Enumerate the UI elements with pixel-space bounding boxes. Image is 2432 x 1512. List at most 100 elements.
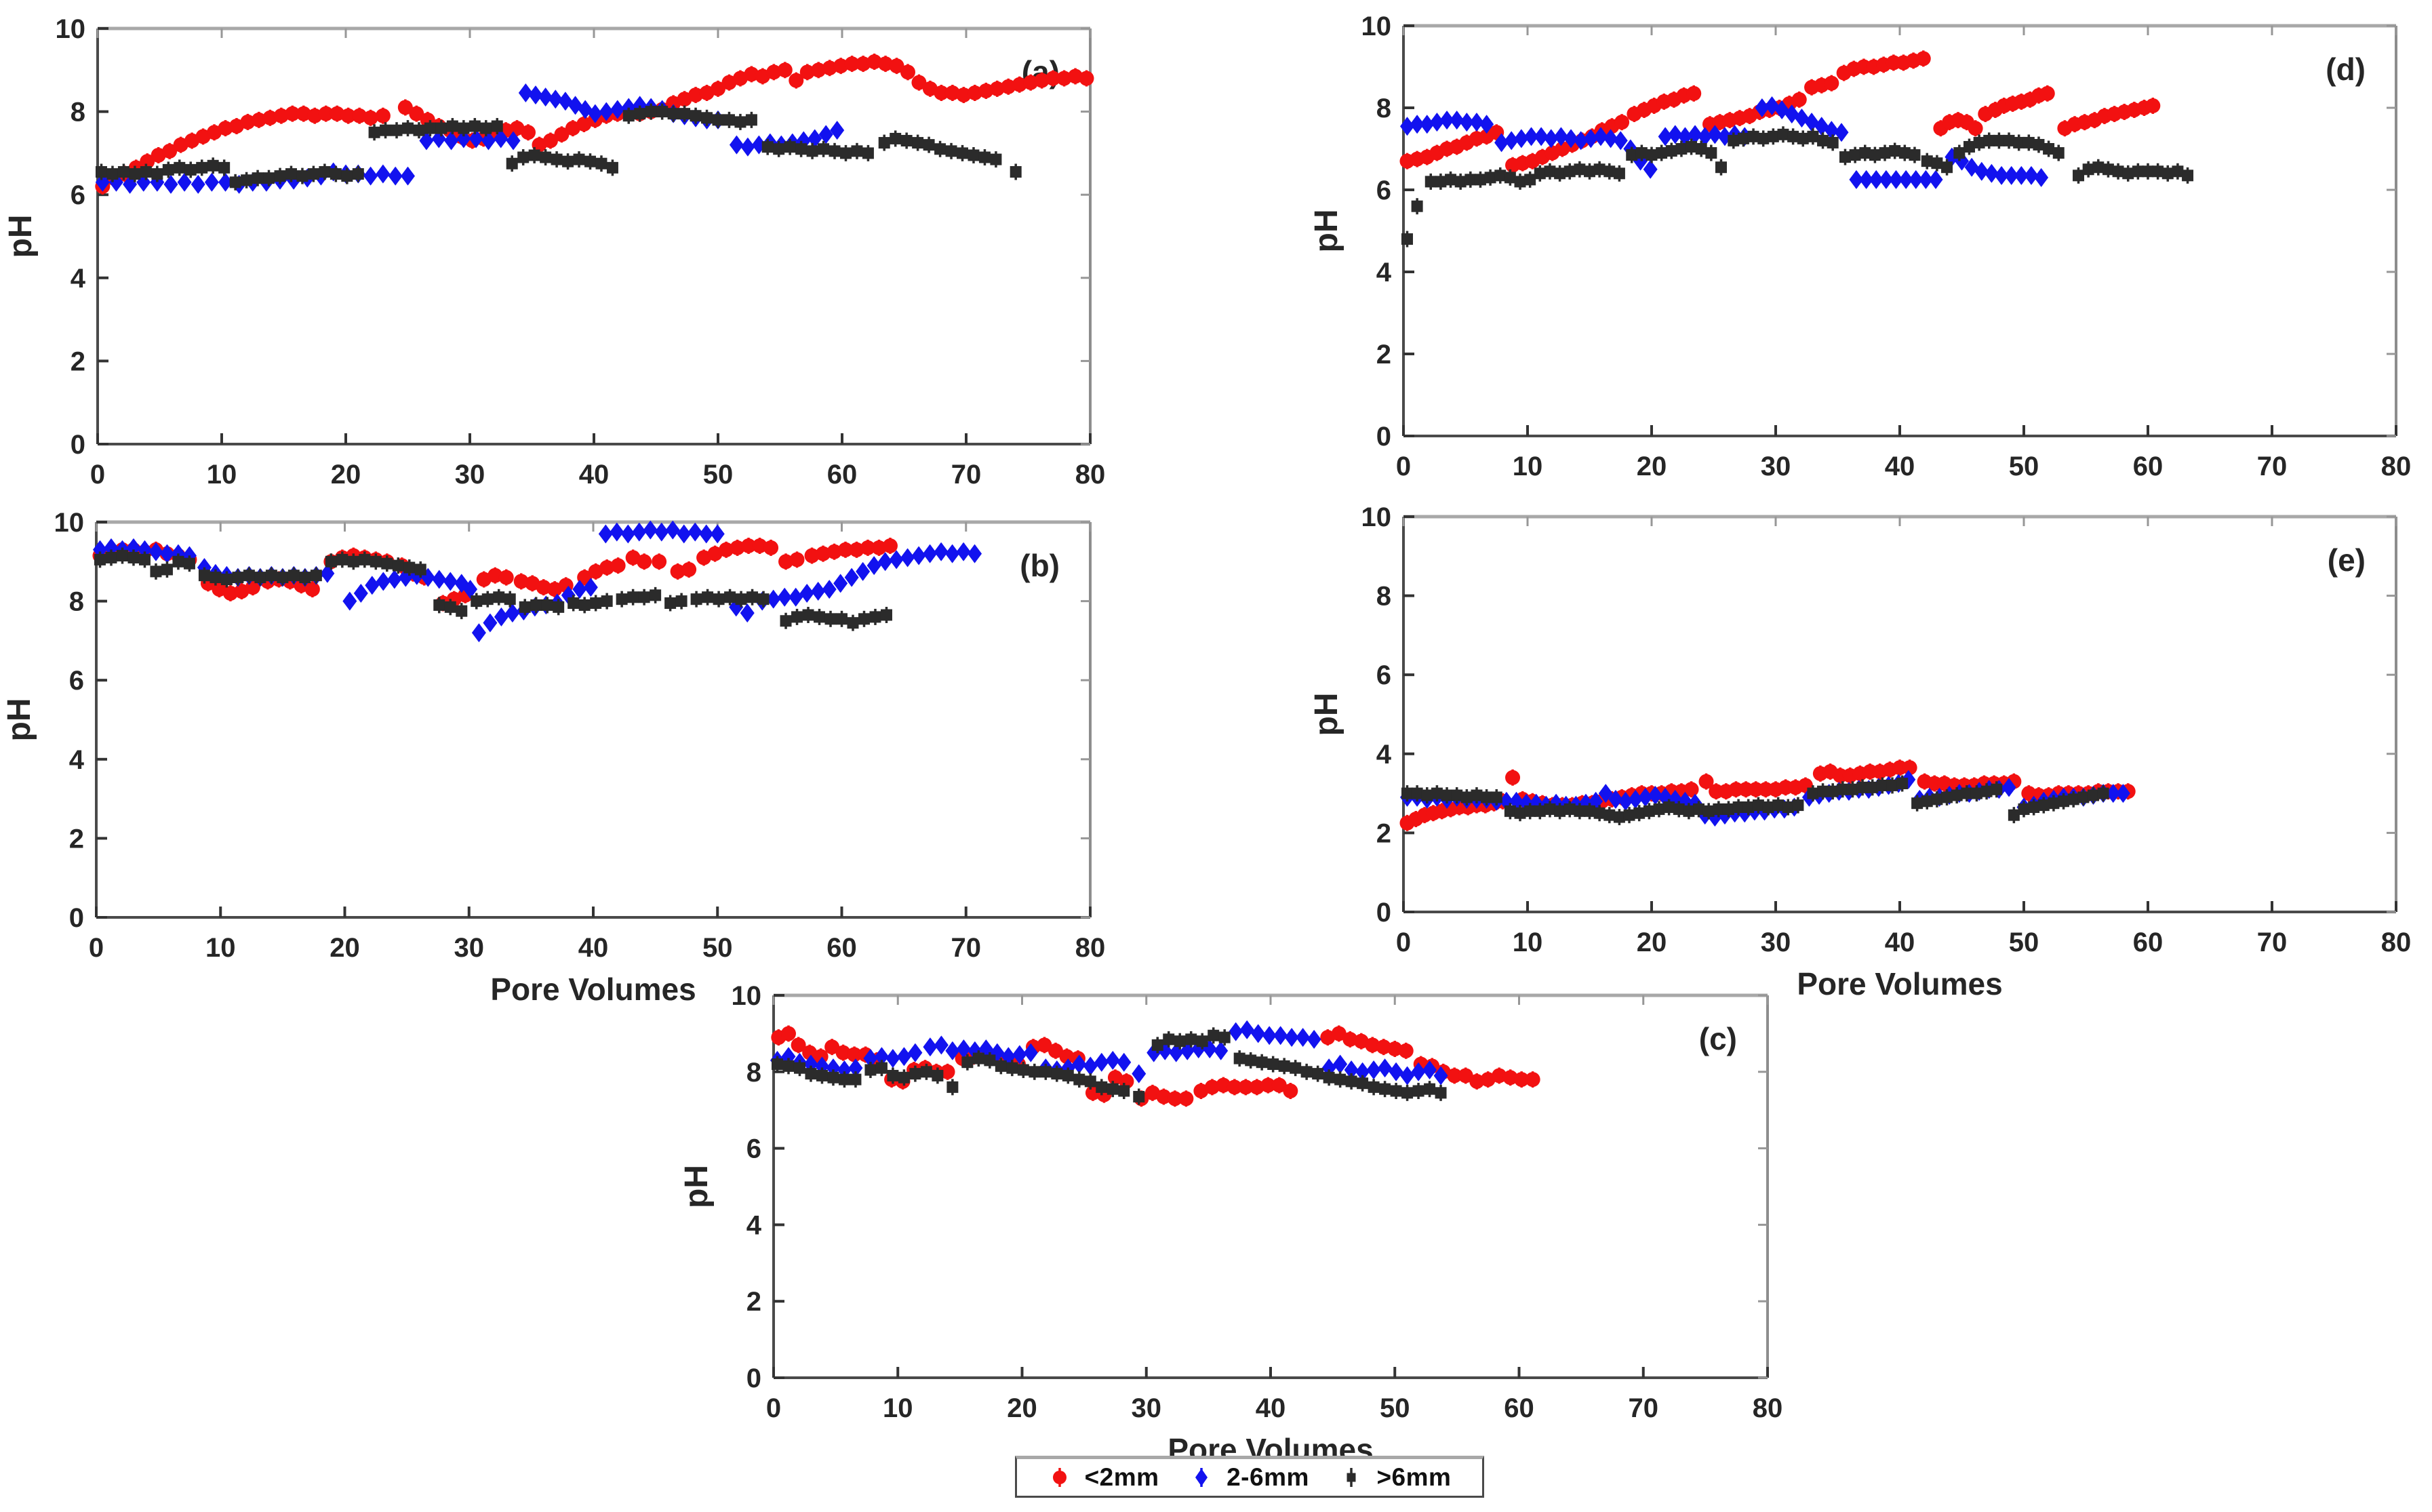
svg-text:0: 0: [1376, 898, 1391, 928]
svg-text:(c): (c): [1699, 1021, 1737, 1056]
svg-text:70: 70: [2257, 452, 2288, 481]
svg-text:10: 10: [205, 933, 236, 963]
svg-text:60: 60: [1504, 1393, 1534, 1423]
svg-text:0: 0: [1376, 422, 1391, 452]
svg-text:4: 4: [746, 1210, 762, 1240]
svg-text:8: 8: [69, 587, 84, 617]
svg-text:20: 20: [1637, 452, 1667, 481]
svg-text:pH: pH: [3, 215, 39, 258]
svg-text:40: 40: [578, 933, 609, 963]
svg-text:10: 10: [1361, 502, 1392, 532]
svg-text:0: 0: [1396, 452, 1411, 481]
svg-text:2: 2: [1376, 340, 1391, 370]
svg-text:20: 20: [330, 933, 360, 963]
svg-text:Pore Volumes: Pore Volumes: [1797, 966, 2002, 1001]
panel-e-chart: 0 10 20 30 40 50 60 70 80 0 2 4 6 8 10 pH Pore Volumes (e…: [1309, 488, 2432, 1014]
svg-text:2: 2: [746, 1287, 761, 1317]
svg-text:2: 2: [1376, 818, 1391, 848]
svg-text:4: 4: [71, 264, 86, 294]
svg-text:20: 20: [331, 460, 361, 490]
svg-text:0: 0: [1396, 928, 1411, 957]
svg-text:30: 30: [454, 933, 485, 963]
panel-a-chart: 0 10 20 30 40 50 60 70 80 0 2 4 6 8 10 pH (a): [3, 0, 1139, 546]
panel-c-chart: 0 10 20 30 40 50 60 70 80 0 2 4 6 8 10 pH Pore Volumes (c…: [679, 967, 1816, 1479]
svg-text:4: 4: [1376, 740, 1392, 770]
legend-diamond-marker-icon: [1190, 1463, 1213, 1492]
svg-text:10: 10: [1513, 928, 1543, 957]
svg-text:10: 10: [732, 981, 762, 1011]
svg-text:80: 80: [1753, 1393, 1783, 1423]
legend: <2mm 2-6mm >6mm: [1015, 1456, 1484, 1498]
svg-text:0: 0: [746, 1364, 761, 1393]
svg-text:10: 10: [54, 508, 85, 538]
svg-text:6: 6: [746, 1134, 761, 1164]
svg-text:pH: pH: [1309, 210, 1344, 253]
legend-square-marker-icon: [1340, 1463, 1363, 1492]
svg-text:50: 50: [703, 460, 734, 490]
svg-text:Pore Volumes: Pore Volumes: [490, 972, 696, 1007]
legend-label-2-6mm: 2-6mm: [1227, 1463, 1309, 1491]
svg-text:6: 6: [1376, 176, 1391, 205]
svg-text:pH: pH: [679, 1165, 715, 1208]
svg-text:50: 50: [702, 933, 733, 963]
svg-text:10: 10: [56, 14, 86, 44]
svg-text:80: 80: [2381, 452, 2412, 481]
svg-text:60: 60: [827, 460, 858, 490]
svg-text:(b): (b): [1020, 548, 1060, 583]
svg-text:0: 0: [90, 460, 105, 490]
svg-text:8: 8: [71, 98, 85, 127]
svg-text:0: 0: [89, 933, 104, 963]
svg-text:6: 6: [1376, 660, 1391, 690]
svg-text:50: 50: [2009, 928, 2039, 957]
svg-text:70: 70: [951, 460, 982, 490]
svg-text:pH: pH: [1, 698, 37, 742]
svg-text:10: 10: [1361, 12, 1392, 41]
svg-text:10: 10: [883, 1393, 913, 1423]
svg-text:80: 80: [1075, 460, 1106, 490]
svg-text:60: 60: [2133, 452, 2164, 481]
svg-text:20: 20: [1007, 1393, 1037, 1423]
svg-text:6: 6: [69, 666, 84, 696]
svg-text:40: 40: [579, 460, 610, 490]
svg-text:60: 60: [2133, 928, 2164, 957]
svg-text:8: 8: [746, 1058, 761, 1088]
svg-text:4: 4: [69, 745, 85, 775]
svg-text:60: 60: [826, 933, 857, 963]
panel-b-chart: 0 10 20 30 40 50 60 70 80 0 2 4 6 8 10 pH Pore Volumes (b…: [1, 494, 1139, 1019]
svg-text:50: 50: [1380, 1393, 1410, 1423]
svg-text:8: 8: [1376, 94, 1391, 123]
svg-text:80: 80: [1075, 933, 1106, 963]
svg-text:70: 70: [951, 933, 982, 963]
svg-text:80: 80: [2381, 928, 2412, 957]
svg-text:10: 10: [1513, 452, 1543, 481]
legend-circle-marker-icon: [1048, 1463, 1071, 1492]
svg-text:40: 40: [1256, 1393, 1286, 1423]
legend-item-2-6mm: 2-6mm: [1190, 1463, 1309, 1492]
svg-text:30: 30: [455, 460, 485, 490]
svg-text:0: 0: [71, 430, 85, 460]
svg-text:70: 70: [2257, 928, 2288, 957]
legend-label-lt2mm: <2mm: [1084, 1463, 1159, 1491]
svg-text:50: 50: [2009, 452, 2039, 481]
svg-text:2: 2: [69, 824, 84, 854]
svg-text:4: 4: [1376, 258, 1392, 287]
svg-text:(d): (d): [2326, 52, 2366, 87]
svg-text:(e): (e): [2328, 542, 2366, 578]
legend-item-gt6mm: >6mm: [1340, 1463, 1451, 1492]
panel-d-chart: 0 10 20 30 40 50 60 70 80 0 2 4 6 8 10 pH (d): [1309, 0, 2432, 538]
svg-text:40: 40: [1885, 452, 1915, 481]
svg-text:40: 40: [1885, 928, 1915, 957]
svg-text:30: 30: [1132, 1393, 1162, 1423]
legend-item-lt2mm: <2mm: [1048, 1463, 1159, 1492]
legend-label-gt6mm: >6mm: [1376, 1463, 1452, 1491]
svg-text:pH: pH: [1309, 693, 1344, 736]
svg-text:30: 30: [1761, 452, 1791, 481]
svg-text:6: 6: [71, 180, 85, 210]
svg-text:70: 70: [1629, 1393, 1659, 1423]
svg-text:10: 10: [207, 460, 237, 490]
svg-text:20: 20: [1637, 928, 1667, 957]
svg-text:30: 30: [1761, 928, 1791, 957]
svg-text:0: 0: [69, 903, 84, 933]
svg-text:2: 2: [71, 346, 85, 376]
